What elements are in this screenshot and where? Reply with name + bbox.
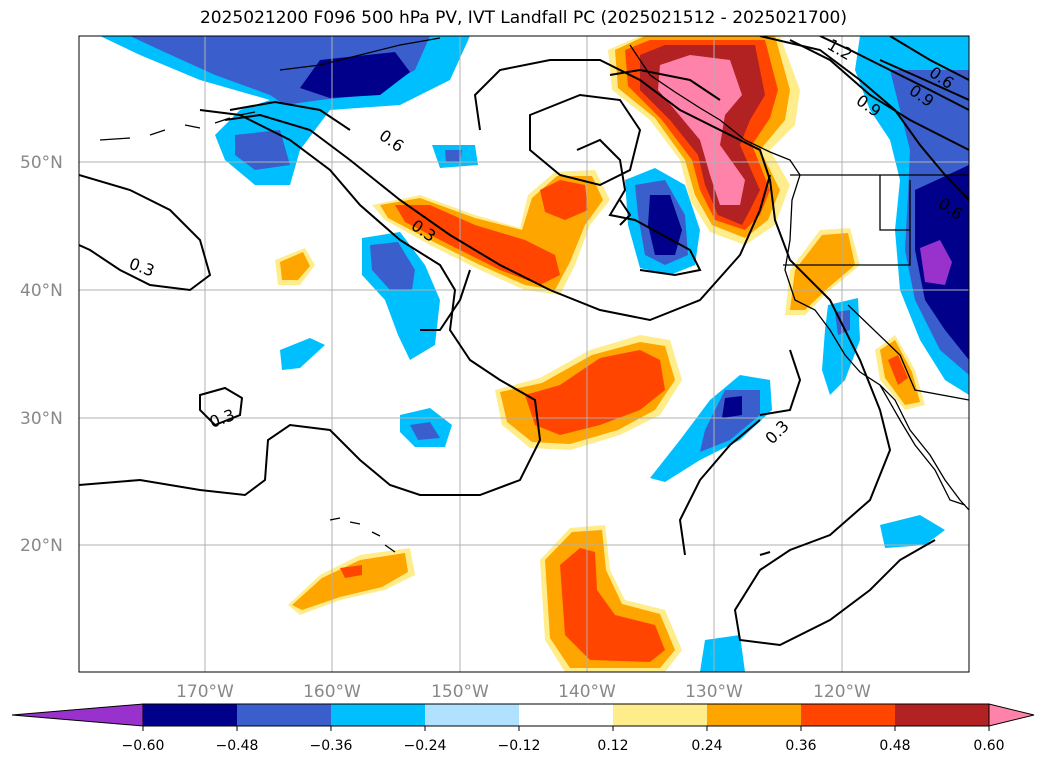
lat-label: 20°N	[20, 536, 63, 556]
pc-contours	[79, 36, 969, 647]
contour-0p6	[224, 113, 771, 322]
lat-labels: 50°N 40°N 30°N 20°N	[20, 153, 63, 556]
state-border	[783, 180, 911, 266]
neg-anomaly-region	[920, 240, 952, 285]
plot-title: 2025021200 F096 500 hPa PV, IVT Landfall…	[199, 8, 847, 28]
colorbar-box	[519, 704, 613, 726]
colorbar-frame	[142, 703, 990, 727]
neg-anomaly-region	[700, 635, 745, 672]
colorbar-extend-min	[11, 703, 144, 727]
neg-anomaly-region	[370, 242, 415, 290]
colorbar-extend-max	[988, 703, 1035, 727]
hawaii-islands	[329, 517, 396, 553]
colorbar-tick-label: 0.48	[879, 738, 910, 754]
pos-anomaly-region	[525, 350, 665, 435]
neg-anomaly-region	[700, 390, 760, 452]
colorbar: −0.60 −0.48 −0.36 −0.24 −0.12 0.12 0.24 0.36 0.4…	[11, 703, 1035, 754]
neg-anomaly-region	[280, 338, 325, 370]
state-border	[847, 304, 969, 401]
colorbar-box	[143, 704, 237, 726]
contour-0p6	[619, 199, 632, 226]
north-america-coast	[629, 44, 969, 511]
contour-0p3	[199, 386, 244, 427]
colorbar-box	[707, 704, 801, 726]
lon-labels: 170°W 160°W 150°W 140°W 130°W 120°W	[176, 682, 871, 702]
contour-0p9	[789, 39, 969, 151]
neg-anomaly-region	[722, 396, 742, 418]
pv-shading	[100, 36, 969, 672]
state-border	[879, 175, 910, 231]
lat-label: 40°N	[20, 281, 63, 301]
neg-anomaly-region	[445, 150, 462, 162]
colorbar-box	[425, 704, 519, 726]
map-frame	[78, 35, 970, 673]
colorbar-box	[237, 704, 331, 726]
colorbar-box	[895, 704, 989, 726]
pos-anomaly-region	[340, 565, 362, 578]
lon-label: 120°W	[813, 682, 871, 702]
contour-0p3	[576, 138, 702, 277]
pos-anomaly-region	[658, 55, 745, 205]
contour-0p9	[879, 59, 969, 101]
contour-1p2	[819, 36, 969, 111]
colorbar-box	[613, 704, 707, 726]
neg-anomaly-region	[880, 515, 945, 548]
contour-0p3	[420, 269, 471, 331]
alaska-coast	[279, 37, 441, 71]
contour-0p3	[759, 349, 802, 416]
neg-anomaly-region	[410, 422, 440, 440]
colorbar-tick-label: −0.36	[310, 738, 353, 754]
pos-anomaly-region	[540, 180, 588, 220]
colorbar-tick-label: −0.12	[498, 738, 541, 754]
neg-anomaly-region	[822, 298, 860, 395]
contour-0p3	[79, 109, 542, 497]
colorbar-tick-label: −0.48	[216, 738, 259, 754]
lon-label: 150°W	[431, 682, 489, 702]
colorbar-box	[801, 704, 895, 726]
contour-0p6	[229, 100, 351, 131]
colorbar-tick-label: 0.60	[973, 738, 1004, 754]
lat-label: 50°N	[20, 153, 63, 173]
graticule	[79, 36, 969, 672]
pos-anomaly-region	[560, 548, 665, 662]
contour-0p3	[79, 174, 212, 292]
lon-label: 160°W	[303, 682, 361, 702]
contour-0p6	[529, 93, 642, 187]
lon-label: 140°W	[558, 682, 616, 702]
pos-anomaly-region	[280, 252, 310, 280]
contour-0p3	[759, 551, 771, 556]
lon-label: 130°W	[685, 682, 743, 702]
baja-coast	[879, 384, 966, 506]
pos-anomaly-region	[790, 233, 855, 310]
contour-0p3	[473, 59, 936, 647]
coastlines	[99, 37, 969, 553]
pos-anomaly-region	[292, 553, 408, 610]
colorbar-tick-label: 0.24	[691, 738, 722, 754]
lat-label: 30°N	[20, 409, 63, 429]
colorbar-tick-label: −0.60	[122, 738, 165, 754]
colorbar-tick-label: −0.24	[404, 738, 447, 754]
neg-anomaly-region	[235, 130, 290, 170]
colorbar-tick-label: 0.12	[597, 738, 628, 754]
map-content: 0.3 0.3 0.3 0.3 0.6 0.6 0.6 0.9 0.9 1.2	[79, 36, 969, 672]
colorbar-box	[331, 704, 425, 726]
colorbar-tick-label: 0.36	[785, 738, 816, 754]
aleutian-islands	[99, 111, 256, 141]
lon-label: 170°W	[176, 682, 234, 702]
contour-0p6	[609, 68, 721, 101]
contour-0p6	[889, 36, 969, 81]
pos-anomaly-region	[888, 355, 908, 385]
contour-0p3	[678, 419, 761, 556]
